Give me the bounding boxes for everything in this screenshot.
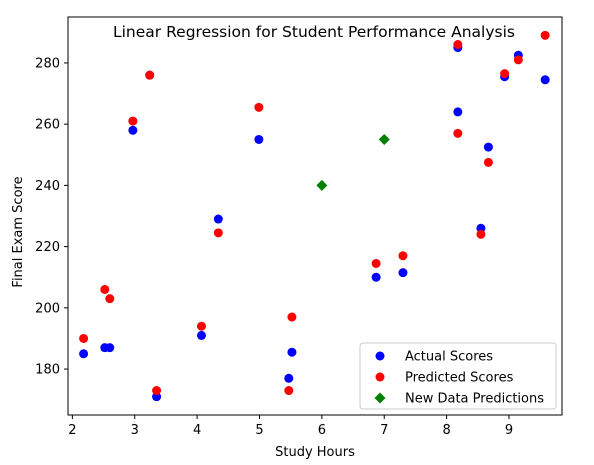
x-tick-label: 2 xyxy=(68,423,76,438)
data-point xyxy=(152,386,162,396)
y-axis: 180 200 220 240 260 280 xyxy=(35,56,68,378)
legend-entry-label: Predicted Scores xyxy=(405,371,514,386)
data-point xyxy=(378,133,390,145)
data-point xyxy=(128,116,138,126)
x-tick-label: 7 xyxy=(380,423,388,438)
data-point xyxy=(128,125,138,135)
data-point xyxy=(79,349,89,359)
data-point xyxy=(316,179,328,191)
data-point xyxy=(540,75,550,85)
x-tick-label: 8 xyxy=(442,423,450,438)
x-tick-label: 4 xyxy=(193,423,201,438)
x-tick-label: 6 xyxy=(318,423,326,438)
y-tick-label: 200 xyxy=(35,301,60,316)
data-point xyxy=(476,229,486,239)
data-point xyxy=(398,251,408,261)
legend-box xyxy=(359,342,557,410)
x-tick-label: 5 xyxy=(255,423,263,438)
x-axis: 2 3 4 5 6 7 8 9 xyxy=(68,415,513,438)
series-1 xyxy=(79,30,550,396)
legend-marker xyxy=(375,372,385,382)
data-point xyxy=(287,347,297,357)
data-point xyxy=(287,312,297,322)
chart-title: Linear Regression for Student Performanc… xyxy=(113,23,515,41)
data-point xyxy=(483,157,493,167)
data-point xyxy=(398,268,408,278)
x-tick-label: 3 xyxy=(131,423,139,438)
data-point xyxy=(540,30,550,40)
data-point xyxy=(513,55,523,65)
legend: Actual Scores Predicted Scores New Data Pr… xyxy=(359,342,557,410)
legend-entry-label: Actual Scores xyxy=(405,350,493,365)
y-tick-label: 180 xyxy=(35,363,60,378)
data-point xyxy=(79,333,89,343)
data-point xyxy=(453,128,463,138)
data-point xyxy=(145,70,155,80)
data-point xyxy=(213,228,223,238)
legend-marker xyxy=(374,392,386,404)
y-tick-label: 220 xyxy=(35,240,60,255)
data-point xyxy=(500,69,510,79)
series-2 xyxy=(316,133,390,191)
x-axis-label: Study Hours xyxy=(275,445,355,460)
data-point xyxy=(105,294,115,304)
data-point xyxy=(196,330,206,340)
legend-entry-label: New Data Predictions xyxy=(405,392,544,407)
data-point xyxy=(453,40,463,50)
data-point xyxy=(371,258,381,268)
data-point xyxy=(284,373,294,383)
data-point xyxy=(371,272,381,282)
plot-area xyxy=(79,30,550,402)
data-point xyxy=(196,321,206,331)
data-point xyxy=(254,102,264,112)
data-point xyxy=(105,343,115,353)
data-point xyxy=(453,107,463,117)
y-tick-label: 280 xyxy=(35,56,60,71)
plot-frame xyxy=(67,16,563,416)
data-point xyxy=(483,142,493,152)
y-axis-label: Final Exam Score xyxy=(11,176,26,287)
y-tick-label: 240 xyxy=(35,179,60,194)
data-point xyxy=(254,134,264,144)
data-point xyxy=(284,386,294,396)
legend-marker xyxy=(375,351,385,361)
y-tick-label: 260 xyxy=(35,118,60,133)
data-point xyxy=(100,284,110,294)
x-tick-label: 9 xyxy=(505,423,513,438)
data-point xyxy=(213,214,223,224)
